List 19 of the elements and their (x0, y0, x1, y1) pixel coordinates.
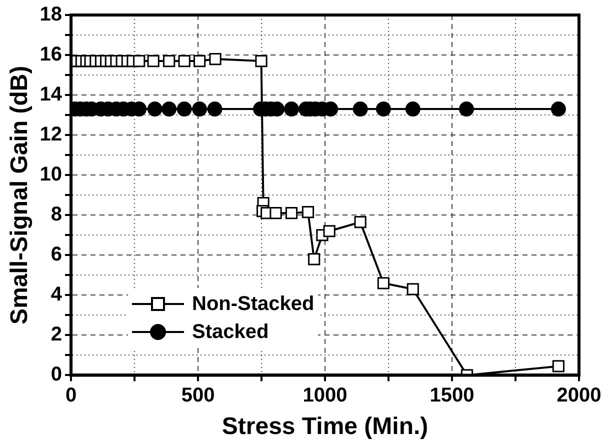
y-tick-label: 6 (50, 244, 62, 266)
legend-label: Stacked (192, 320, 269, 344)
y-tick-label: 8 (50, 204, 62, 226)
x-tick-label: 500 (181, 384, 215, 407)
x-tick-label: 1500 (430, 384, 474, 407)
y-tick-label: 14 (40, 84, 63, 106)
y-tick-label: 12 (40, 124, 62, 146)
y-tick-label: 0 (50, 364, 62, 386)
y-tick-label: 4 (50, 284, 63, 306)
y-tick-label: 2 (50, 324, 62, 346)
x-tick-label: 1000 (302, 384, 348, 407)
legend-label: Non-Stacked (192, 292, 314, 316)
y-tick-label: 10 (40, 164, 62, 186)
y-axis-title: Small-Signal Gain (dB) (6, 66, 34, 324)
y-tick-label: 16 (40, 44, 62, 66)
y-tick-label: 18 (40, 4, 62, 26)
x-axis-title: Stress Time (Min.) (222, 413, 428, 440)
x-tick-label: 2000 (556, 384, 602, 407)
x-tick-label: 0 (65, 384, 77, 407)
